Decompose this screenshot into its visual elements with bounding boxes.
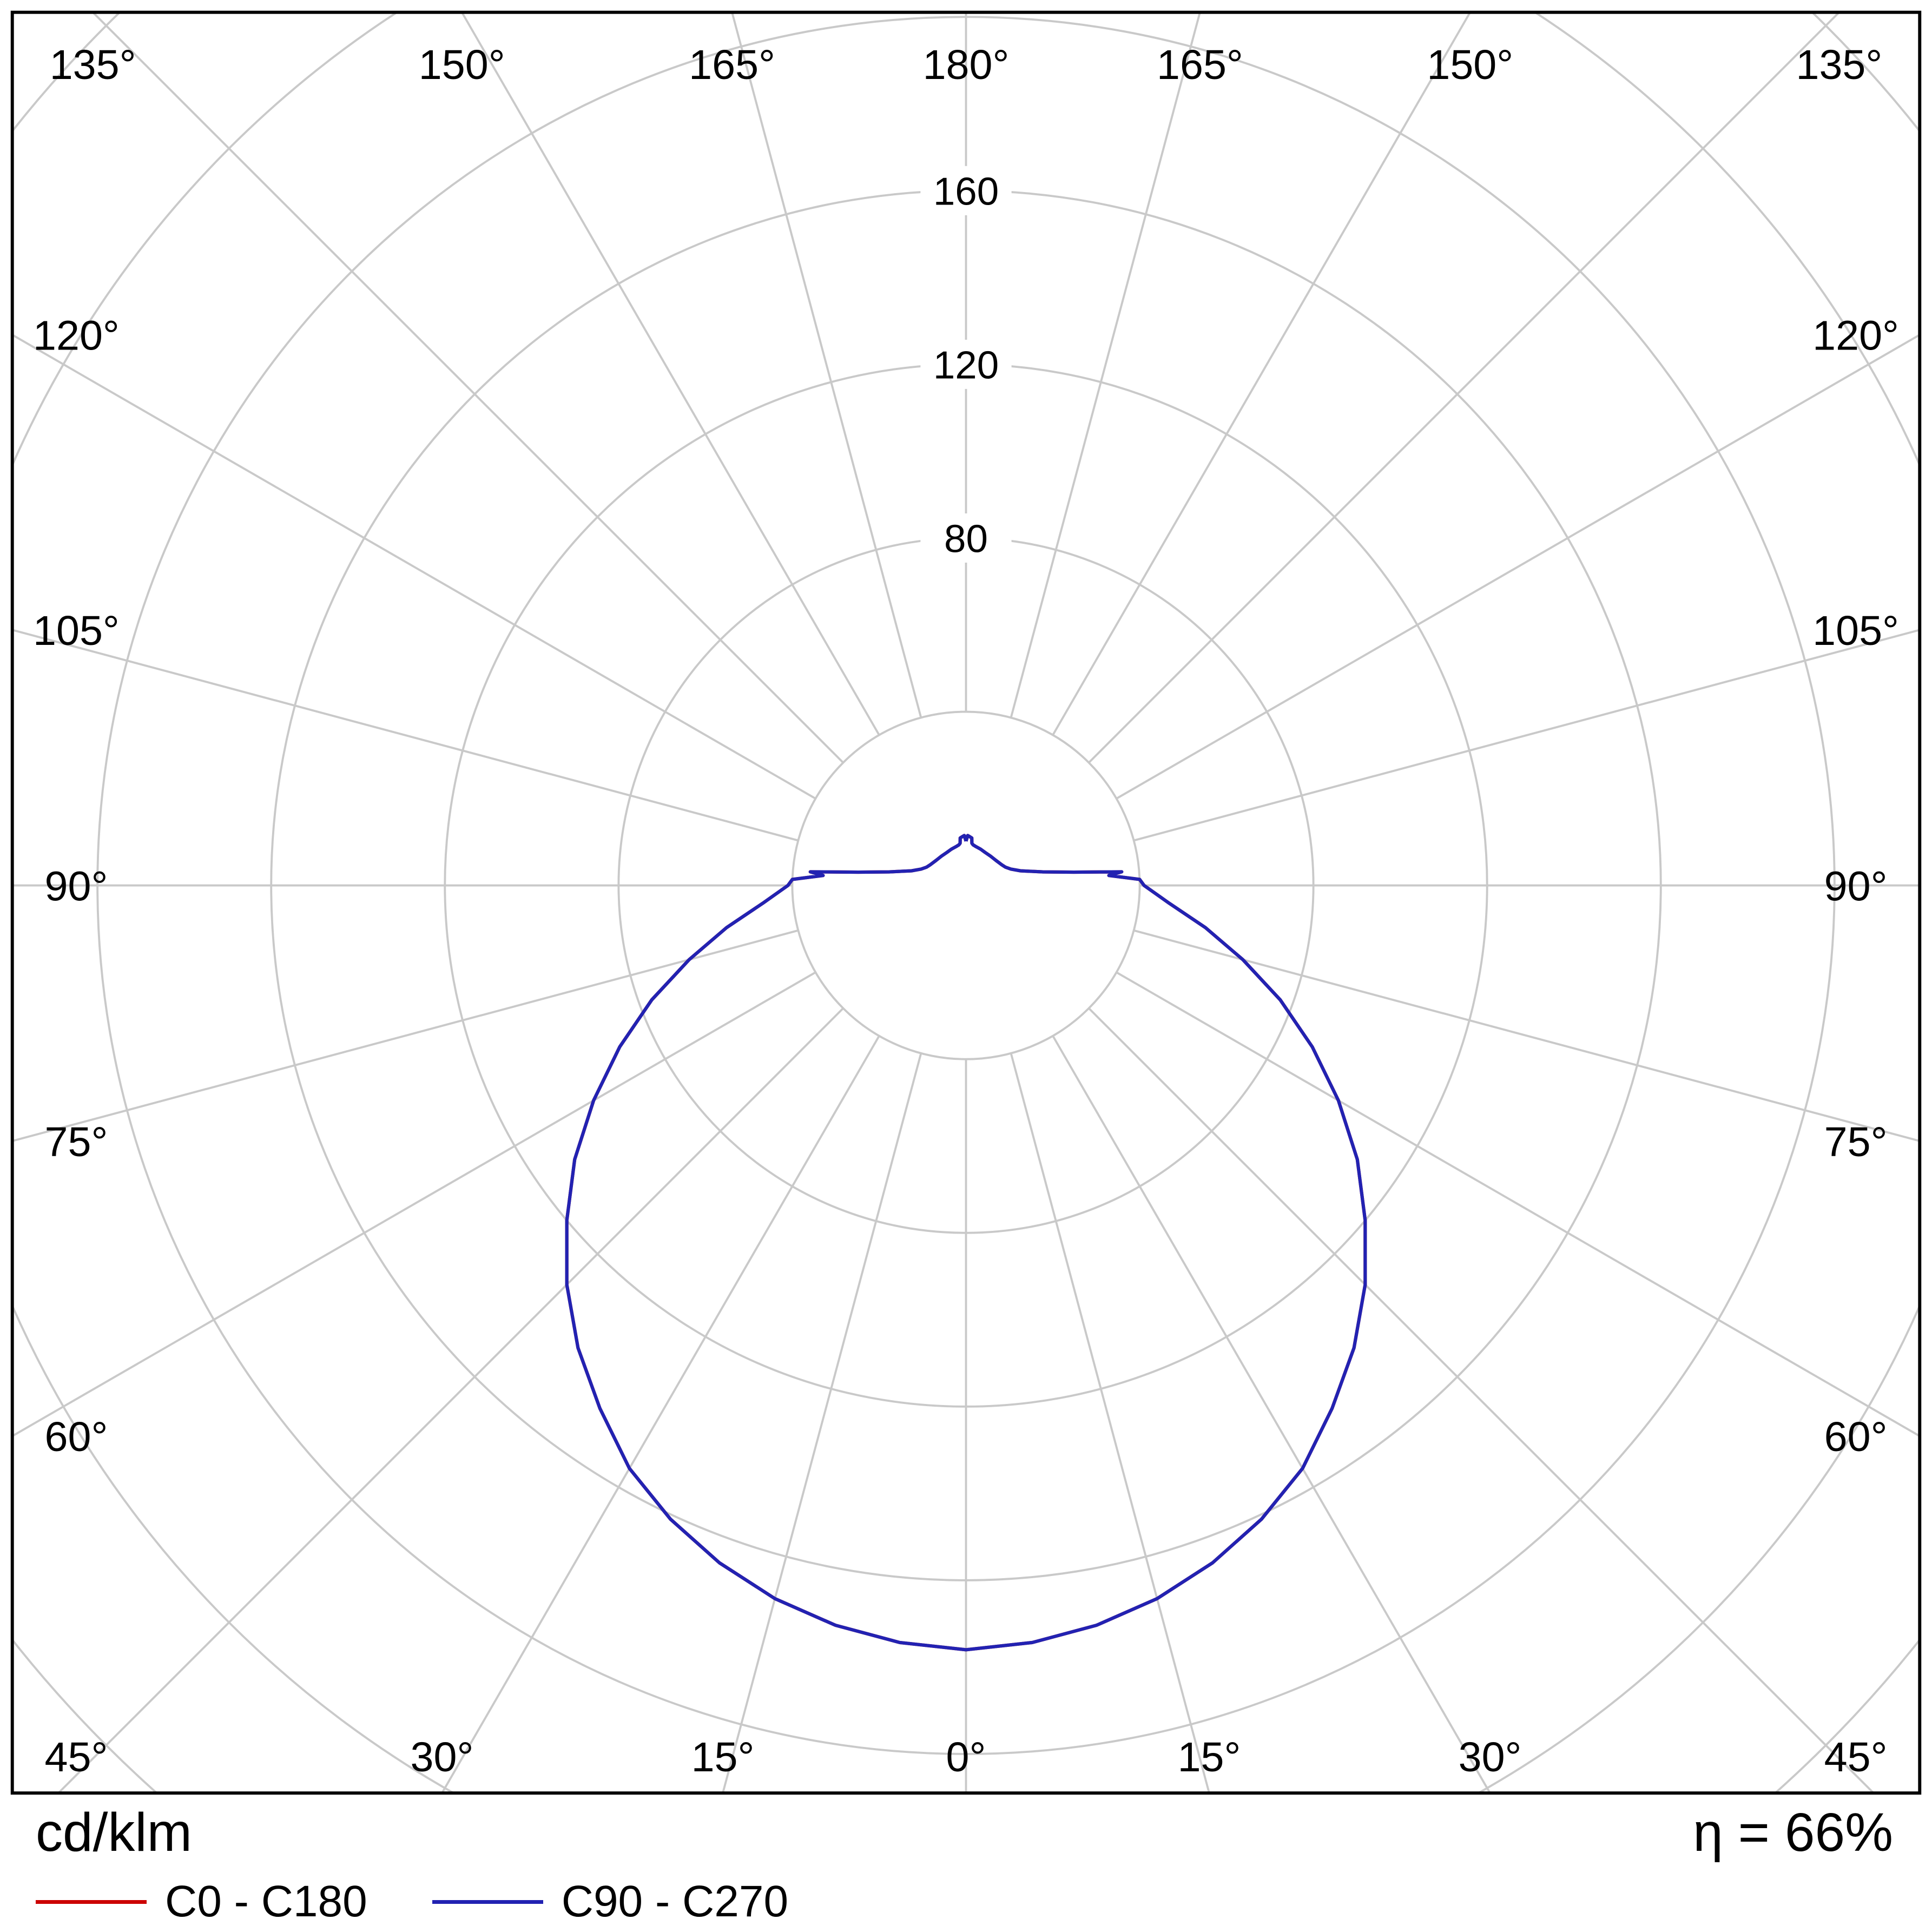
angle-label: 30° — [411, 1734, 474, 1781]
radial-tick-label: 160 — [933, 170, 999, 214]
angle-label: 150° — [1427, 42, 1513, 88]
legend-line-c0 — [36, 1900, 147, 1904]
angle-labels: 0° 15° 15° 30° 30° 45° 45° 60° 60° 75° 75° 90° 90° 10… — [33, 42, 1899, 1781]
angle-label: 45° — [45, 1734, 108, 1781]
legend-line-c90 — [432, 1900, 543, 1904]
unit-label: cd/klm — [36, 1802, 192, 1863]
angle-label: 30° — [1459, 1734, 1522, 1781]
angle-label: 75° — [1824, 1119, 1888, 1165]
intensity-curves — [565, 834, 1367, 1652]
angle-label: 150° — [419, 42, 505, 88]
legend-item-c90: C90 - C270 — [432, 1876, 788, 1927]
angle-label: 45° — [1824, 1734, 1888, 1781]
legend-label-c0: C0 - C180 — [165, 1877, 367, 1926]
radial-tick-labels: 80 120 160 — [920, 166, 1012, 563]
angle-label: 105° — [33, 608, 120, 654]
curve-C90-C270 — [565, 834, 1367, 1652]
angle-label: 120° — [33, 313, 120, 359]
efficiency-label: η = 66% — [1693, 1802, 1893, 1863]
angle-label: 105° — [1812, 608, 1899, 654]
angle-label: 165° — [1157, 42, 1243, 88]
angle-label: 60° — [1824, 1414, 1888, 1460]
angle-label: 60° — [45, 1414, 108, 1460]
angle-label: 75° — [45, 1119, 108, 1165]
angle-label: 180° — [923, 42, 1010, 88]
angle-label: 0° — [946, 1734, 986, 1781]
angle-label: 90° — [1824, 863, 1888, 909]
angle-label: 15° — [1178, 1734, 1241, 1781]
legend-label-c90: C90 - C270 — [561, 1877, 789, 1926]
radial-tick-label: 80 — [944, 517, 988, 561]
legend: C0 - C180 C90 - C270 — [36, 1876, 788, 1927]
angle-label: 90° — [45, 863, 108, 909]
angle-label: 165° — [689, 42, 775, 88]
angle-label: 120° — [1812, 313, 1899, 359]
angle-label: 15° — [691, 1734, 755, 1781]
radial-tick-label: 120 — [933, 344, 999, 387]
angle-label: 135° — [50, 42, 136, 88]
plot-border — [10, 10, 1922, 1795]
legend-item-c0: C0 - C180 — [36, 1876, 367, 1927]
angle-label: 135° — [1796, 42, 1882, 88]
